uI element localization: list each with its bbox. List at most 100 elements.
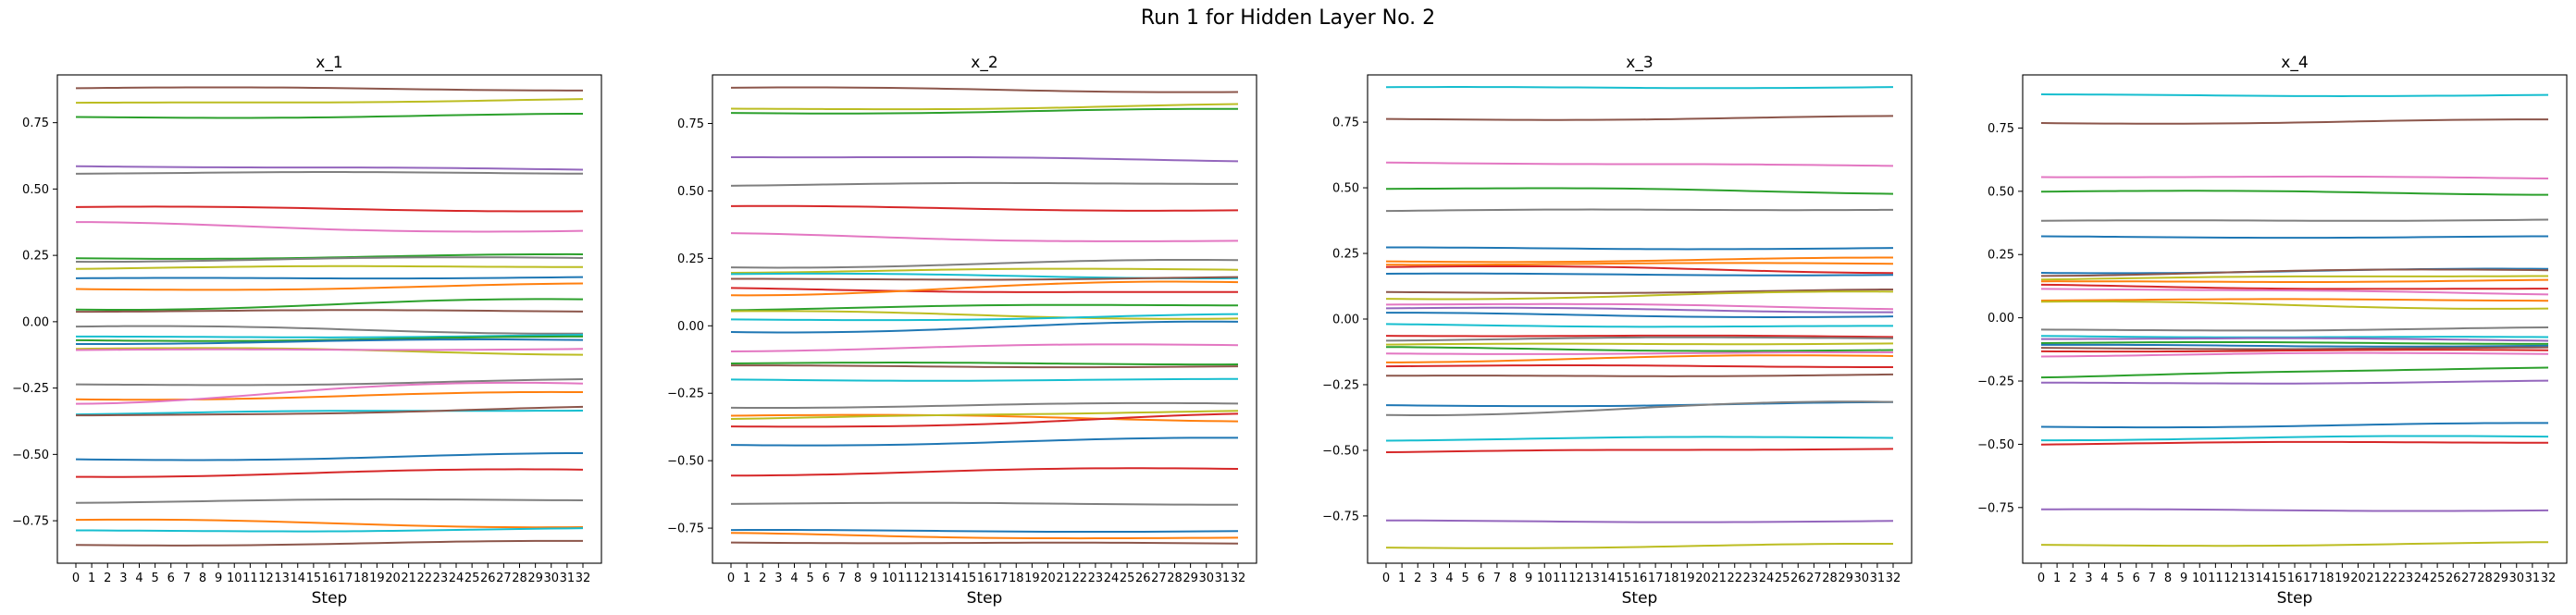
x-tick-label: 25 xyxy=(464,572,480,585)
x-tick-label: 23 xyxy=(1088,572,1104,585)
y-tick-label: 0.75 xyxy=(22,117,49,130)
x-tick-label: 11 xyxy=(898,572,913,585)
x-tick-label: 10 xyxy=(882,572,898,585)
x-tick-label: 8 xyxy=(1509,572,1517,585)
series-line-26 xyxy=(730,437,1239,447)
x-tick-label: 4 xyxy=(1445,572,1453,585)
x-tick-label: 15 xyxy=(2272,572,2287,585)
x-tick-label: 23 xyxy=(1743,572,1759,585)
x-tick-label: 2 xyxy=(759,572,766,585)
y-tick-label: 0.00 xyxy=(1988,312,2014,326)
x-tick-label: 20 xyxy=(1040,572,1056,585)
x-tick-label: 23 xyxy=(433,572,449,585)
x-tick-label: 13 xyxy=(274,572,290,585)
subplot-title: x_2 xyxy=(971,54,997,72)
x-tick-label: 22 xyxy=(1727,572,1742,585)
x-tick-label: 24 xyxy=(449,572,464,585)
x-tick-label: 13 xyxy=(2239,572,2255,585)
series-line-16 xyxy=(730,313,1239,322)
series-line-24 xyxy=(730,410,1239,421)
x-tick-label: 12 xyxy=(913,572,929,585)
series-line-16 xyxy=(1385,323,1894,328)
x-tick-label: 11 xyxy=(1553,572,1568,585)
series-line-12 xyxy=(730,287,1239,293)
x-tick-label: 20 xyxy=(385,572,401,585)
series-line-5 xyxy=(730,181,1239,187)
series-line-12 xyxy=(75,282,584,291)
x-tick-label: 26 xyxy=(1790,572,1806,585)
x-tick-label: 17 xyxy=(338,572,353,585)
x-tick-label: 5 xyxy=(806,572,813,585)
series-line-5 xyxy=(75,171,584,175)
x-tick-label: 6 xyxy=(2133,572,2140,585)
x-tick-label: 30 xyxy=(1853,572,1869,585)
x-tick-label: 3 xyxy=(774,572,782,585)
series-line-19 xyxy=(2040,343,2549,348)
series-line-1 xyxy=(730,86,1239,93)
x-tick-label: 29 xyxy=(1183,572,1198,585)
x-tick-label: 16 xyxy=(322,572,338,585)
subplot-2: −0.75−0.50−0.250.000.250.500.750 1 2 3 4 5 6 7 8… xyxy=(667,54,1257,608)
x-tick-label: 22 xyxy=(2382,572,2397,585)
x-tick-label: 30 xyxy=(2508,572,2524,585)
series-line-2 xyxy=(2040,118,2549,125)
x-tick-label: 8 xyxy=(854,572,861,585)
x-tick-label: 19 xyxy=(2334,572,2350,585)
series-line-7 xyxy=(1385,256,1893,264)
series-line-6 xyxy=(2040,235,2549,240)
x-tick-label: 18 xyxy=(353,572,369,585)
series-line-28 xyxy=(1385,448,1894,454)
x-tick-label: 21 xyxy=(2366,572,2382,585)
x-tick-label: 24 xyxy=(1104,572,1120,585)
y-tick-label: 0.00 xyxy=(1332,314,1359,327)
series-line-21 xyxy=(1385,351,1894,355)
x-tick-label: 27 xyxy=(1151,572,1167,585)
y-tick-label: −0.25 xyxy=(1322,378,1359,392)
x-tick-label: 13 xyxy=(929,572,945,585)
x-tick-label: 7 xyxy=(2149,572,2156,585)
x-tick-label: 4 xyxy=(790,572,798,585)
x-tick-label: 3 xyxy=(2085,572,2092,585)
y-tick-label: 0.50 xyxy=(22,183,49,197)
series-line-24 xyxy=(2040,379,2549,385)
series-line-15 xyxy=(75,325,584,335)
y-tick-label: 0.25 xyxy=(677,252,704,266)
subplot-4: −0.75−0.50−0.250.000.250.500.750 1 2 3 4 5 6 7 8… xyxy=(1977,54,2568,608)
series-line-13 xyxy=(75,298,584,311)
series-line-31 xyxy=(75,539,584,547)
x-axis-label: Step xyxy=(1622,589,1658,608)
x-axis-label: Step xyxy=(312,589,348,608)
series-line-8 xyxy=(2040,268,2549,277)
x-tick-label: 16 xyxy=(1632,572,1648,585)
x-tick-label: 12 xyxy=(2223,572,2239,585)
subplot-3: −0.75−0.50−0.250.000.250.500.750 1 2 3 4 5 6 7 8… xyxy=(1322,54,1913,608)
x-tick-label: 0 xyxy=(727,572,735,585)
series-line-30 xyxy=(730,532,1239,540)
series-line-26 xyxy=(75,451,584,461)
series-line-19 xyxy=(730,362,1239,366)
x-tick-label: 28 xyxy=(1822,572,1838,585)
series-line-20 xyxy=(2040,346,2549,351)
y-tick-label: −0.50 xyxy=(1977,438,2014,452)
x-tick-label: 15 xyxy=(1616,572,1632,585)
series-line-14 xyxy=(730,303,1239,312)
series-line-23 xyxy=(1385,364,1893,368)
y-tick-label: −0.50 xyxy=(1322,444,1359,458)
series-line-10 xyxy=(1385,272,1894,277)
series-line-5 xyxy=(1385,208,1894,213)
x-tick-label: 15 xyxy=(306,572,322,585)
x-tick-label: 17 xyxy=(2303,572,2319,585)
series-line-9 xyxy=(730,267,1239,274)
series-line-18 xyxy=(2040,340,2548,345)
x-tick-label: 30 xyxy=(1198,572,1214,585)
x-tick-label: 12 xyxy=(258,572,274,585)
x-tick-label: 27 xyxy=(1806,572,1822,585)
series-line-21 xyxy=(75,378,584,387)
series-line-30 xyxy=(75,527,584,533)
x-tick-label: 19 xyxy=(1024,572,1040,585)
x-tick-label: 6 xyxy=(1478,572,1485,585)
series-line-14 xyxy=(75,309,584,314)
series-line-23 xyxy=(730,413,1239,423)
x-tick-label: 28 xyxy=(1167,572,1183,585)
y-tick-label: −0.75 xyxy=(12,515,49,529)
